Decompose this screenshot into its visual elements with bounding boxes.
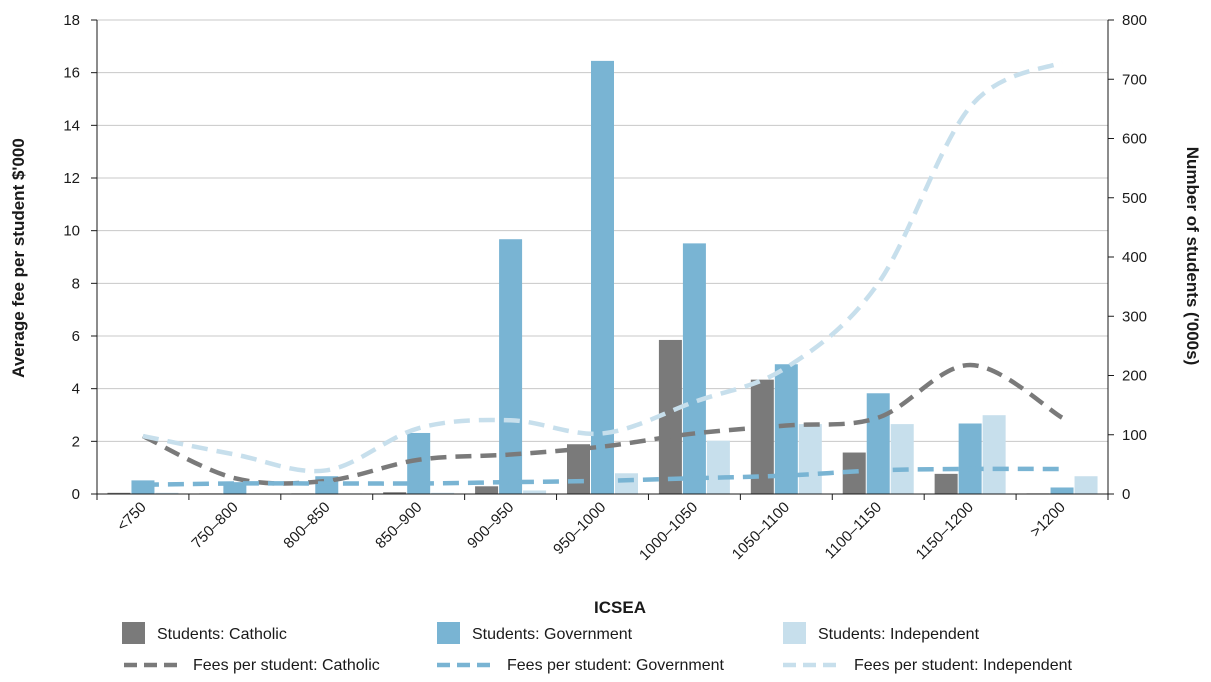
x-tick-label: 850–900 [372,499,425,552]
legend-label-bar-2: Students: Independent [818,626,980,643]
legend: Students: Catholic Students: Government St… [122,622,1072,674]
bar-0-9 [934,473,958,494]
bar-2-6 [706,440,730,494]
y-left-tick-label: 6 [72,328,80,345]
bar-0-3 [383,492,407,494]
x-tick-label: 950–1000 [550,499,609,558]
x-tick-label: 1000–1050 [636,499,701,564]
bar-0-4 [475,486,499,494]
bar-1-9 [958,423,982,494]
bar-1-8 [866,393,890,494]
y-left-tick-label: 10 [63,223,80,240]
bar-2-5 [615,473,638,494]
x-axis-title: ICSEA [594,598,646,617]
fee-line-1 [142,466,1063,488]
y-left-tick-label: 2 [72,433,80,450]
y-axis-right-title: Number of students ('000s) [1183,147,1202,365]
x-tick-label: 1150–1200 [913,499,977,563]
y-right-tick-label: 0 [1122,486,1130,503]
bar-1-1 [223,482,247,494]
y-axis-left-title: Average fee per student $'000 [9,138,28,378]
x-tick-label: <750 [114,499,150,535]
x-tick-label: 750–800 [188,499,241,552]
bar-2-10 [1074,476,1098,494]
y-right-tick-label: 500 [1122,190,1147,207]
legend-swatch-bar-2 [783,622,806,644]
y-left-tick-label: 12 [63,170,80,187]
bar-2-7 [798,424,822,494]
bar-2-9 [982,415,1006,494]
bar-2-3 [431,492,455,494]
legend-label-bar-1: Students: Government [472,626,633,643]
y-left-tick-label: 18 [63,12,80,29]
bar-1-6 [682,243,706,494]
legend-label-bar-0: Students: Catholic [157,626,287,643]
bar-2-4 [523,490,547,494]
bar-1-5 [591,60,614,494]
bar-1-4 [499,239,523,494]
bar-2-8 [890,424,914,494]
x-tick-label: 1050–1100 [729,499,793,563]
y-right-tick-label: 300 [1122,308,1147,325]
bar-0-0 [107,492,131,494]
bars [107,60,1098,494]
y-right-tick-label: 400 [1122,249,1147,266]
y-right-tick-label: 100 [1122,427,1147,444]
legend-label-line-1: Fees per student: Government [507,657,725,674]
x-tick-label: 1100–1150 [822,499,886,563]
y-left-tick-label: 4 [72,381,80,398]
bar-1-10 [1050,487,1074,494]
y-right-tick-label: 600 [1122,131,1147,148]
bar-1-3 [407,432,431,494]
y-right-tick-label: 800 [1122,12,1147,29]
y-left-tick-label: 8 [72,275,80,292]
legend-label-line-2: Fees per student: Independent [854,657,1072,674]
fee-lines [142,60,1064,488]
x-tick-label: 900–950 [464,499,517,552]
x-tick-label: 800–850 [280,499,333,552]
axes [91,19,1114,500]
legend-label-line-0: Fees per student: Catholic [193,657,380,674]
legend-swatch-bar-0 [122,622,145,644]
bar-1-7 [774,364,798,494]
y-left-tick-label: 0 [72,486,80,503]
y-right-tick-label: 200 [1122,368,1147,385]
legend-swatch-bar-1 [437,622,460,644]
y-left-tick-label: 14 [63,117,80,134]
y-right-tick-label: 700 [1122,71,1147,88]
bar-0-7 [750,379,774,494]
x-tick-label: >1200 [1027,499,1069,541]
bar-2-0 [155,492,179,494]
bar-0-6 [658,339,682,494]
y-left-tick-label: 16 [63,65,80,82]
